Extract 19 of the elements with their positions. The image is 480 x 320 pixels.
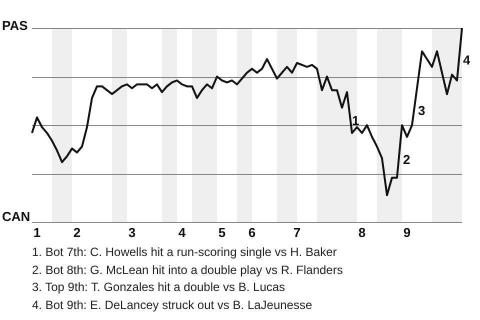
x-tick-label: 1 [33,224,41,240]
x-tick-label: 9 [403,224,411,240]
x-tick-label: 5 [218,224,226,240]
x-tick-label: 7 [293,224,301,240]
x-tick-label: 2 [73,224,81,240]
text: 4. Bot 9th: E. DeLancey struck out vs B. LaJeunesse [32,296,314,314]
x-tick-label: 6 [248,224,256,240]
text: 2. Bot 8th: G. McLean hit into a double play vs R. Flanders [32,262,343,278]
annotation: 1 [352,112,360,128]
text: PAS [2,18,28,33]
text: 4 [463,52,471,68]
x-tick-label: 4 [178,224,186,240]
annotation: 2 [403,152,410,167]
x-tick-label: 8 [358,224,366,240]
text: 1. Bot 7th: C. Howells hit a run-scoring single vs H. Baker [32,244,338,261]
annotation: 3 [418,103,426,118]
x-tick-label: 3 [128,224,136,240]
text: CAN [2,209,30,224]
text: 3. Top 9th: T. Gonzales hit a double vs B. Lucas [32,279,286,296]
